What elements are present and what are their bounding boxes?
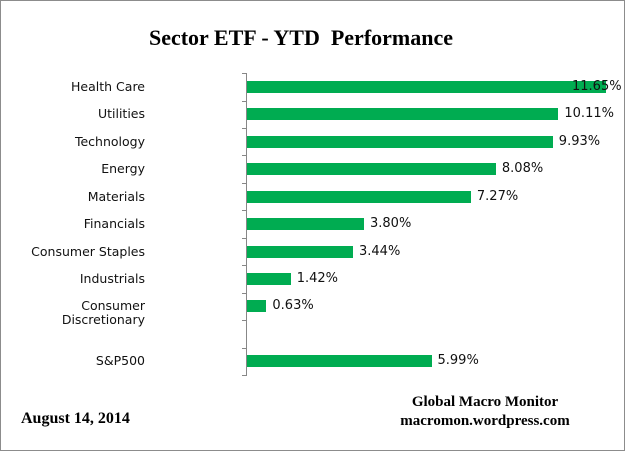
- value-label-s-p500: 5.99%: [437, 353, 479, 369]
- category-label-technology: Technology: [74, 133, 145, 149]
- axis-tick: [242, 292, 247, 294]
- footer-date: August 14, 2014: [21, 410, 130, 427]
- bar-utilities: [247, 108, 559, 121]
- footer-source: Global Macro Monitor macromon.wordpress.…: [379, 393, 591, 431]
- category-label-energy: Energy: [101, 161, 145, 177]
- value-label-materials: 7.27%: [476, 188, 519, 204]
- axis-tick: [242, 73, 247, 74]
- bar-consumer-discretionary: [247, 300, 267, 313]
- bar-energy: [247, 163, 496, 176]
- category-axis-line: [246, 73, 247, 375]
- bar-health-care: [247, 80, 606, 93]
- value-label-industrials: 1.42%: [296, 270, 338, 286]
- category-label-s-p500: S&P500: [95, 353, 145, 369]
- category-label-consumer-staples: Consumer Staples: [31, 243, 145, 259]
- axis-tick: [242, 237, 247, 239]
- category-label-financials: Financials: [83, 216, 145, 231]
- footer-source-name: Global Macro Monitor: [411, 394, 559, 410]
- axis-tick: [242, 347, 247, 349]
- bar-technology: [247, 135, 553, 148]
- bar-financials: [247, 218, 364, 230]
- value-label-energy: 8.08%: [501, 161, 544, 177]
- axis-tick: [242, 100, 247, 102]
- bar-s-p500: [247, 355, 432, 368]
- axis-tick: [242, 127, 247, 129]
- category-label-health-care: Health Care: [71, 78, 145, 94]
- bar-materials: [247, 190, 471, 203]
- footer-source-url: macromon.wordpress.com: [400, 413, 570, 429]
- value-label-technology: 9.93%: [558, 133, 601, 149]
- value-label-financials: 3.80%: [370, 216, 412, 231]
- category-label-consumer-discretionary: Consumer Discretionary: [61, 298, 145, 328]
- category-label-materials: Materials: [87, 188, 145, 204]
- axis-tick: [242, 320, 247, 322]
- category-label-industrials: Industrials: [79, 270, 145, 286]
- value-label-utilities: 10.11%: [564, 106, 614, 122]
- axis-tick: [242, 375, 247, 376]
- axis-tick: [242, 182, 247, 184]
- chart-title: Sector ETF - YTD Performance: [148, 25, 454, 50]
- value-label-health-care: 11.65%: [572, 78, 622, 94]
- category-label-utilities: Utilities: [97, 106, 145, 122]
- axis-tick: [242, 155, 247, 157]
- value-label-consumer-staples: 3.44%: [359, 243, 401, 259]
- value-label-consumer-discretionary: 0.63%: [272, 298, 314, 314]
- axis-tick: [242, 265, 247, 267]
- axis-tick: [242, 210, 247, 212]
- bar-consumer-staples: [247, 245, 353, 258]
- bar-industrials: [247, 272, 291, 285]
